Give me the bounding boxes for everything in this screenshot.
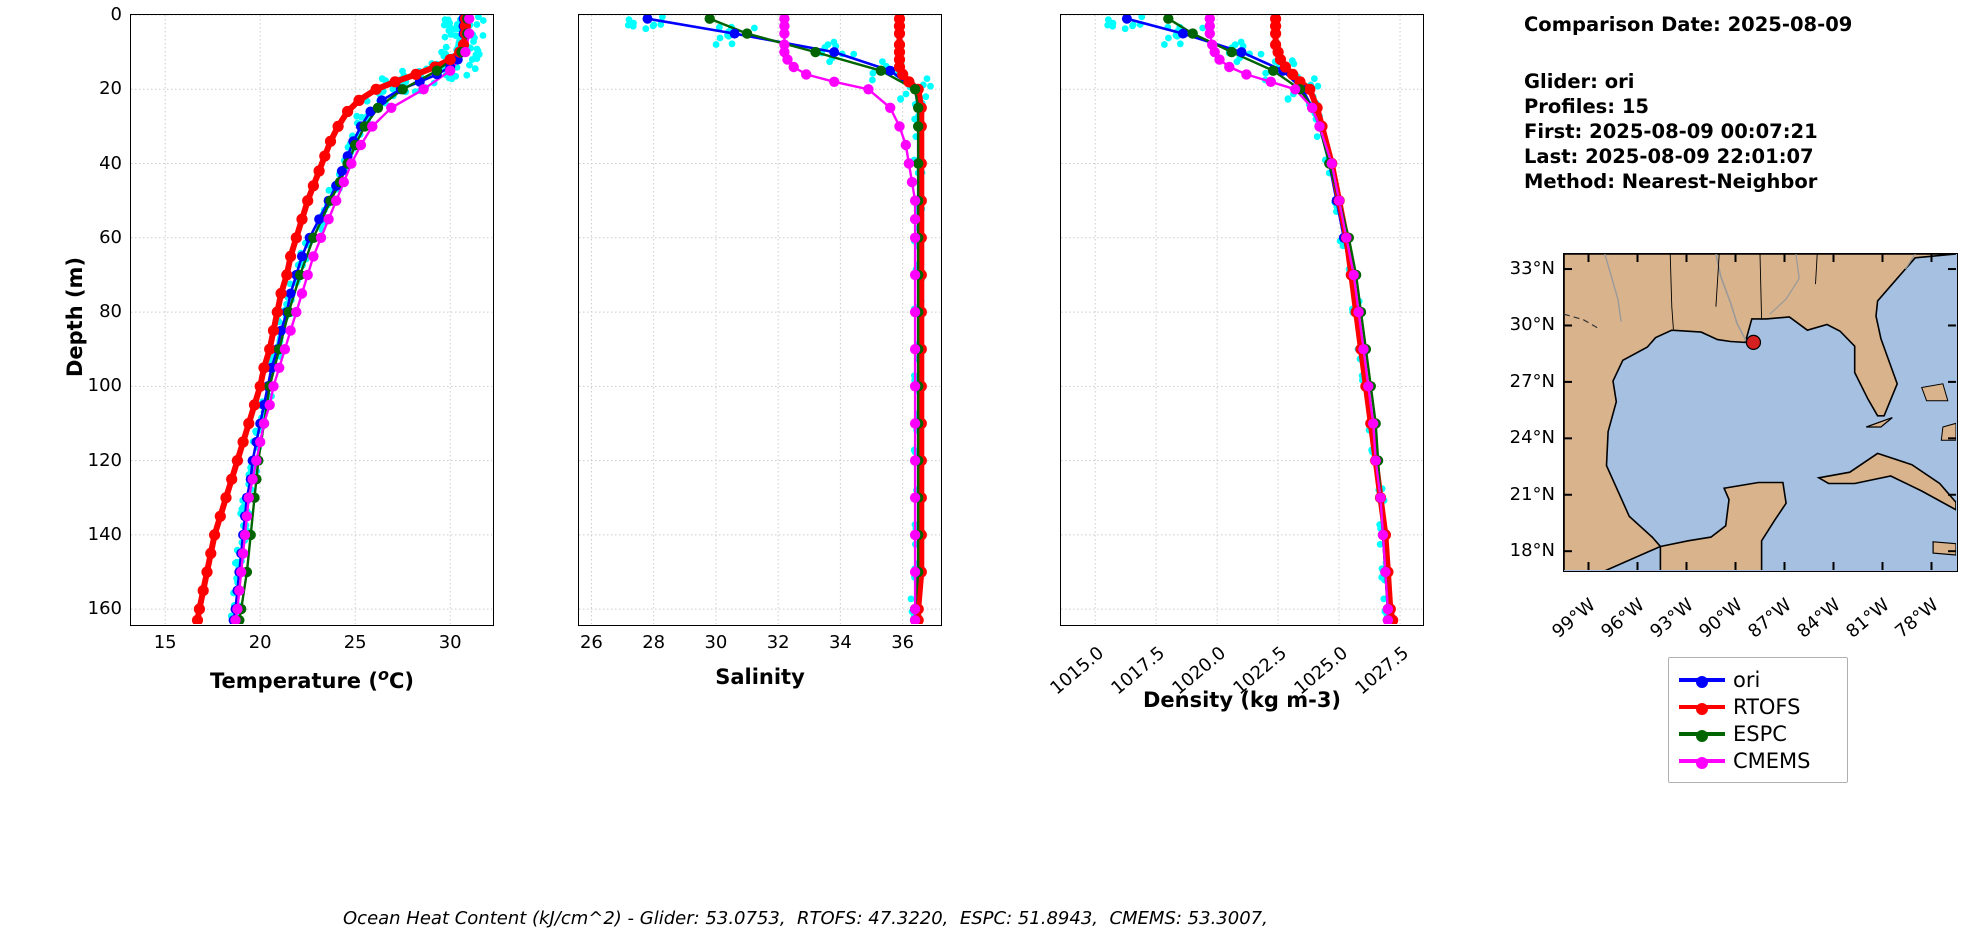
location-map <box>1563 253 1958 572</box>
x-tick-label: 34 <box>828 632 852 653</box>
map-lon-tick-label: 84°W <box>1792 594 1845 643</box>
density-axis-label: Density (kg m-3) <box>1142 688 1342 712</box>
x-tick-label: 30 <box>438 632 462 653</box>
density-plot <box>1061 15 1422 624</box>
method-label: Method: Nearest-Neighbor <box>1524 170 1818 193</box>
series-legend[interactable]: ori RTOFS ESPC CMEMS <box>1668 657 1848 783</box>
y-tick-label: 40 <box>99 152 122 174</box>
legend-marker-dot <box>1696 756 1708 769</box>
temperature-plot <box>131 15 492 624</box>
y-tick-label: 140 <box>87 523 122 545</box>
comparison-date: Comparison Date: 2025-08-09 <box>1524 13 1853 36</box>
legend-marker-dot <box>1696 675 1708 688</box>
legend-marker-dot <box>1696 702 1708 715</box>
legend-line-swatch <box>1679 702 1725 715</box>
legend-item-label: CMEMS <box>1733 748 1811 773</box>
map-lon-tick-label: 96°W <box>1596 594 1649 643</box>
map-lon-tick-label: 87°W <box>1743 594 1796 643</box>
salinity-plot <box>579 15 940 624</box>
map-lat-tick-label: 27°N <box>1509 370 1555 392</box>
map-canvas <box>1564 254 1956 570</box>
legend-item-label: RTOFS <box>1733 694 1801 719</box>
x-tick-label: 25 <box>343 632 367 653</box>
salinity-axis-label: Salinity <box>715 665 805 689</box>
x-tick-label: 15 <box>153 632 177 653</box>
map-lon-tick-label: 90°W <box>1694 594 1747 643</box>
temperature-axis-label: Temperature (oC) <box>210 665 414 693</box>
legend-item[interactable]: RTOFS <box>1679 693 1833 720</box>
legend-marker-dot <box>1696 729 1708 742</box>
profiles-count: Profiles: 15 <box>1524 95 1649 118</box>
legend-item[interactable]: CMEMS <box>1679 747 1833 774</box>
glider-name: Glider: ori <box>1524 70 1635 93</box>
x-tick-label: 36 <box>891 632 915 653</box>
map-lat-tick-label: 33°N <box>1509 258 1555 280</box>
x-tick-label: 30 <box>704 632 728 653</box>
legend-line-swatch <box>1679 756 1725 769</box>
map-lon-tick-label: 93°W <box>1645 594 1698 643</box>
x-tick-label: 32 <box>766 632 790 653</box>
legend-item-label: ori <box>1733 667 1761 692</box>
map-lat-tick-label: 21°N <box>1509 483 1555 505</box>
salinity-panel <box>578 14 942 626</box>
legend-item-label: ESPC <box>1733 721 1787 746</box>
map-lat-tick-label: 24°N <box>1509 427 1555 449</box>
y-tick-label: 160 <box>87 598 122 620</box>
map-lon-tick-label: 78°W <box>1890 594 1943 643</box>
legend-line-swatch <box>1679 729 1725 742</box>
map-lon-tick-label: 81°W <box>1841 594 1894 643</box>
y-tick-label: 0 <box>110 4 122 25</box>
y-tick-label: 20 <box>99 78 122 100</box>
x-tick-label: 20 <box>248 632 272 653</box>
legend-line-swatch <box>1679 675 1725 688</box>
legend-item[interactable]: ESPC <box>1679 720 1833 747</box>
y-tick-label: 100 <box>87 375 122 397</box>
first-timestamp: First: 2025-08-09 00:07:21 <box>1524 120 1818 143</box>
map-lon-tick-label: 99°W <box>1547 594 1600 643</box>
y-tick-label: 60 <box>99 226 122 248</box>
last-timestamp: Last: 2025-08-09 22:01:07 <box>1524 145 1814 168</box>
x-tick-label: 28 <box>642 632 666 653</box>
map-lat-tick-label: 30°N <box>1509 314 1555 336</box>
temperature-panel <box>130 14 494 626</box>
x-tick-label: 26 <box>579 632 603 653</box>
y-tick-label: 80 <box>99 301 122 323</box>
density-panel <box>1060 14 1424 626</box>
y-tick-label: 120 <box>87 449 122 471</box>
ocean-heat-content-caption: Ocean Heat Content (kJ/cm^2) - Glider: 5… <box>343 908 1268 929</box>
map-lat-tick-label: 18°N <box>1509 540 1555 562</box>
legend-item[interactable]: ori <box>1679 666 1833 693</box>
